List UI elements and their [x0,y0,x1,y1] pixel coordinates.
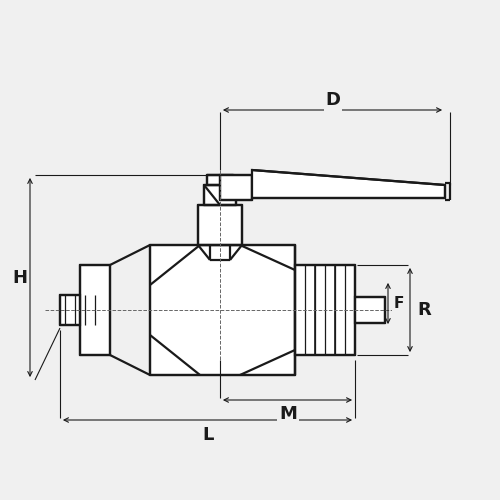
Polygon shape [220,175,252,200]
Text: M: M [279,405,297,423]
Text: F: F [394,296,404,312]
Polygon shape [198,205,242,245]
Text: L: L [202,426,213,444]
Text: H: H [12,269,28,287]
Text: R: R [417,301,431,319]
Polygon shape [60,295,80,325]
Polygon shape [295,265,355,355]
Polygon shape [204,185,236,205]
Polygon shape [80,265,110,355]
Text: D: D [326,91,340,109]
Polygon shape [207,175,233,185]
Polygon shape [355,297,385,323]
Polygon shape [252,170,445,198]
Polygon shape [150,245,295,375]
